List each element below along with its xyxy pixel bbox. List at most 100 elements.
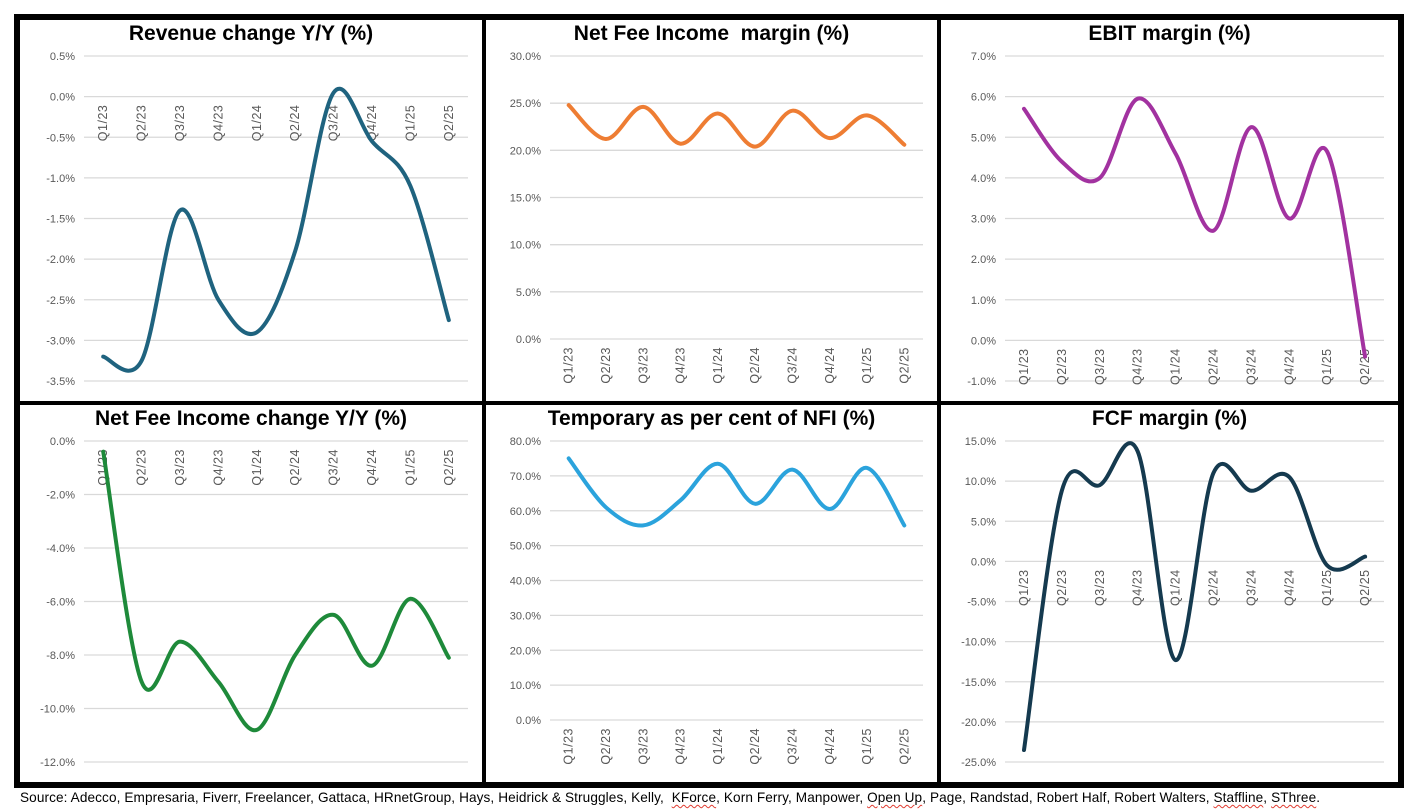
svg-text:-8.0%: -8.0%: [46, 650, 75, 662]
svg-text:-15.0%: -15.0%: [961, 677, 996, 689]
svg-text:-10.0%: -10.0%: [40, 704, 75, 716]
chart-panel-ebit-margin: EBIT margin (%) 7.0% 6.0% 5.0% 4.0% 3.0% 2.0%…: [939, 18, 1400, 403]
svg-text:-3.0%: -3.0%: [46, 335, 75, 347]
svg-text:-12.0%: -12.0%: [40, 757, 75, 769]
svg-text:25.0%: 25.0%: [510, 98, 541, 110]
svg-text:0.0%: 0.0%: [516, 715, 541, 727]
svg-text:Q1/25: Q1/25: [403, 449, 417, 486]
line-chart-nfi-margin: 30.0% 25.0% 20.0% 15.0% 10.0% 5.0% 0.0% Q1/23 Q2…: [510, 51, 923, 384]
source-note: Source: Adecco, Empresaria, Fiverr, Free…: [20, 790, 1410, 805]
svg-text:0.0%: 0.0%: [971, 556, 996, 568]
svg-text:Q2/23: Q2/23: [599, 728, 613, 765]
svg-text:Q1/25: Q1/25: [860, 347, 874, 384]
source-company-misspelled: Staffline: [1213, 790, 1264, 805]
svg-text:80.0%: 80.0%: [510, 436, 541, 448]
chart-title-fcf-margin: FCF margin (%): [1085, 407, 1254, 431]
svg-text:Q1/24: Q1/24: [711, 728, 725, 765]
source-text: .: [1316, 790, 1321, 805]
svg-text:Q3/24: Q3/24: [1244, 348, 1258, 385]
svg-text:Q1/25: Q1/25: [1320, 348, 1334, 385]
svg-text:0.0%: 0.0%: [516, 334, 541, 346]
svg-text:70.0%: 70.0%: [510, 471, 541, 483]
chart-title-nfi-margin: Net Fee Income margin (%): [567, 22, 856, 46]
svg-text:30.0%: 30.0%: [510, 610, 541, 622]
svg-text:Q1/24: Q1/24: [1169, 569, 1183, 606]
svg-text:0.0%: 0.0%: [971, 335, 996, 347]
svg-text:Q2/23: Q2/23: [599, 347, 613, 384]
svg-text:Q3/24: Q3/24: [327, 449, 341, 486]
svg-text:7.0%: 7.0%: [971, 51, 996, 63]
svg-text:Q4/23: Q4/23: [211, 449, 225, 486]
chart-panel-fcf-margin: FCF margin (%) 15.0% 10.0% 5.0% 0.0% -5.0% -1…: [939, 403, 1400, 784]
chart-title-nfi-change: Net Fee Income change Y/Y (%): [89, 407, 413, 431]
svg-text:50.0%: 50.0%: [510, 541, 541, 553]
svg-text:-5.0%: -5.0%: [967, 597, 996, 609]
svg-text:Q2/24: Q2/24: [288, 449, 302, 486]
svg-text:-1.0%: -1.0%: [46, 173, 75, 185]
svg-text:Q4/23: Q4/23: [1131, 569, 1145, 606]
svg-text:10.0%: 10.0%: [510, 240, 541, 252]
chart-panel-nfi-change: Net Fee Income change Y/Y (%) 0.0% -2.0% -…: [18, 403, 484, 784]
svg-text:Q1/24: Q1/24: [250, 449, 264, 486]
svg-text:Q3/23: Q3/23: [636, 728, 650, 765]
svg-text:Q2/25: Q2/25: [897, 728, 911, 765]
svg-text:40.0%: 40.0%: [510, 576, 541, 588]
svg-text:Q4/24: Q4/24: [823, 728, 837, 765]
svg-text:Q1/23: Q1/23: [96, 105, 110, 142]
svg-text:Q3/24: Q3/24: [785, 347, 799, 384]
source-company-misspelled: KForce: [671, 790, 717, 805]
svg-text:Q3/24: Q3/24: [785, 728, 799, 765]
svg-text:Q2/25: Q2/25: [1358, 569, 1372, 606]
chart-title-temp-pct-nfi: Temporary as per cent of NFI (%): [541, 407, 882, 431]
svg-text:Q3/23: Q3/23: [1093, 569, 1107, 606]
svg-text:Q4/24: Q4/24: [1282, 569, 1296, 606]
svg-text:Q2/24: Q2/24: [748, 728, 762, 765]
svg-text:Q1/23: Q1/23: [1017, 348, 1031, 385]
svg-text:10.0%: 10.0%: [965, 476, 996, 488]
svg-text:Q1/24: Q1/24: [711, 347, 725, 384]
svg-text:15.0%: 15.0%: [965, 436, 996, 448]
svg-text:-6.0%: -6.0%: [46, 597, 75, 609]
svg-text:-3.5%: -3.5%: [46, 376, 75, 388]
svg-text:Q2/25: Q2/25: [442, 105, 456, 142]
source-company-misspelled: SThree: [1271, 790, 1317, 805]
line-chart-nfi-change: 0.0% -2.0% -4.0% -6.0% -8.0% -10.0% -12.0% Q1/2…: [40, 436, 468, 769]
source-text: , Korn Ferry, Manpower,: [716, 790, 868, 805]
svg-text:Q1/25: Q1/25: [403, 105, 417, 142]
chart-title-ebit-margin: EBIT margin (%): [1082, 22, 1257, 46]
svg-text:6.0%: 6.0%: [971, 92, 996, 104]
svg-text:Q1/24: Q1/24: [1169, 348, 1183, 385]
line-chart-temp-pct-nfi: 80.0% 70.0% 60.0% 50.0% 40.0% 30.0% 20.0% 10.0%…: [510, 436, 923, 765]
svg-text:Q2/25: Q2/25: [1358, 348, 1372, 385]
svg-text:Q1/23: Q1/23: [562, 347, 576, 384]
svg-text:Q3/24: Q3/24: [1244, 569, 1258, 606]
svg-text:-1.5%: -1.5%: [46, 214, 75, 226]
svg-text:4.0%: 4.0%: [971, 173, 996, 185]
chart-panel-nfi-margin: Net Fee Income margin (%) 30.0% 25.0% 20.0…: [484, 18, 939, 403]
svg-text:-2.5%: -2.5%: [46, 295, 75, 307]
svg-text:Q2/24: Q2/24: [1206, 569, 1220, 606]
svg-text:Q2/24: Q2/24: [1206, 348, 1220, 385]
svg-text:Q1/23: Q1/23: [1017, 569, 1031, 606]
svg-text:-0.5%: -0.5%: [46, 132, 75, 144]
svg-text:Q1/25: Q1/25: [1320, 569, 1334, 606]
svg-text:-1.0%: -1.0%: [967, 376, 996, 388]
line-chart-revenue-change: 0.5% 0.0% -0.5% -1.0% -1.5% -2.0% -2.5% -3.0% -3…: [46, 51, 468, 388]
svg-text:Q1/24: Q1/24: [250, 105, 264, 142]
svg-text:Q2/25: Q2/25: [442, 449, 456, 486]
line-chart-ebit-margin: 7.0% 6.0% 5.0% 4.0% 3.0% 2.0% 1.0% 0.0% -1.0% Q1/…: [967, 51, 1384, 388]
svg-text:Q4/24: Q4/24: [365, 449, 379, 486]
svg-text:Q2/24: Q2/24: [288, 105, 302, 142]
svg-text:Q4/24: Q4/24: [823, 347, 837, 384]
svg-text:3.0%: 3.0%: [971, 214, 996, 226]
chart-panel-revenue-change: Revenue change Y/Y (%) 0.5% 0.0% -0.5% -1.0…: [18, 18, 484, 403]
svg-text:Q3/23: Q3/23: [173, 105, 187, 142]
svg-text:0.5%: 0.5%: [50, 51, 75, 63]
svg-text:Q3/23: Q3/23: [1093, 348, 1107, 385]
svg-text:5.0%: 5.0%: [516, 287, 541, 299]
svg-text:Q4/23: Q4/23: [674, 728, 688, 765]
svg-text:-4.0%: -4.0%: [46, 543, 75, 555]
svg-text:-10.0%: -10.0%: [961, 637, 996, 649]
svg-text:Q3/23: Q3/23: [636, 347, 650, 384]
svg-text:10.0%: 10.0%: [510, 680, 541, 692]
